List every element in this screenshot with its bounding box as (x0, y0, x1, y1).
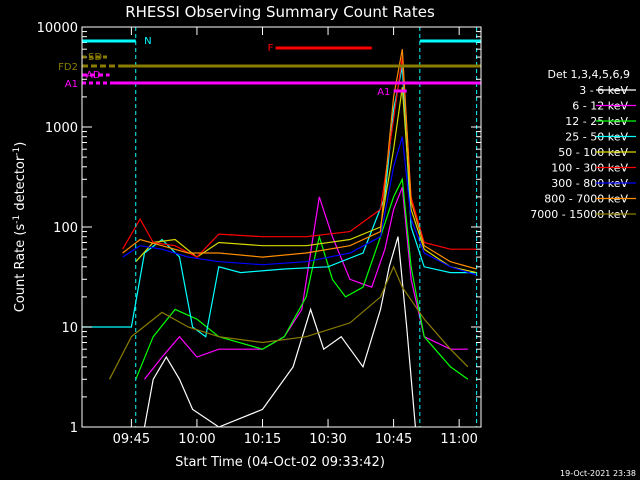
legend-entry-label: 7000 - 15000 keV (530, 208, 628, 221)
flag-label-sd: SD (88, 52, 102, 63)
plot-area (82, 27, 478, 427)
series-line-4 (135, 87, 477, 274)
flag-label-fd2: FD2 (58, 62, 78, 73)
series-line-0 (143, 236, 416, 427)
attenuator-flags: N F SD FD2 AD A1 A1 (58, 36, 481, 98)
legend-entry-label: 100 - 300 keV (551, 162, 628, 175)
series-line-6 (122, 136, 477, 276)
x-tick-label: 10:45 (375, 432, 412, 447)
plot-frame (81, 26, 482, 428)
x-tick-label: 11:00 (440, 432, 477, 447)
chart-title: RHESSI Observing Summary Count Rates (125, 3, 435, 21)
flag-label-f: F (268, 43, 274, 54)
x-tick-label: 10:15 (244, 432, 281, 447)
series-line-2 (135, 177, 469, 380)
legend-entry-label: 50 - 100 keV (558, 146, 628, 159)
legend: Det 1,3,4,5,6,9 3 - 6 keV 6 - 12 keV 12 … (530, 68, 636, 221)
legend-entry-label: 300 - 800 keV (551, 177, 628, 190)
flag-label-a1: A1 (65, 79, 78, 90)
flag-label-ad: AD (86, 70, 101, 81)
series-line-3 (82, 66, 477, 338)
flag-label-n: N (144, 36, 151, 47)
axis-ticks: 09:45 10:00 10:15 10:30 10:45 11:00 1 10 100 1000… (37, 21, 481, 447)
x-tick-label: 09:45 (113, 432, 150, 447)
flag-label-a1: A1 (377, 87, 390, 98)
series-group (82, 27, 478, 427)
timestamp: 19-Oct-2021 23:38 (560, 469, 636, 478)
y-tick-label: 1000 (45, 121, 78, 136)
x-tick-label: 10:30 (309, 432, 346, 447)
legend-title: Det 1,3,4,5,6,9 (547, 68, 630, 81)
y-tick-label: 10 (61, 321, 78, 336)
y-tick-label: 100 (53, 221, 78, 236)
legend-entry-label: 800 - 7000 keV (544, 193, 628, 206)
x-tick-label: 10:00 (178, 432, 215, 447)
series-line-5 (122, 57, 477, 258)
series-line-8 (108, 265, 469, 380)
y-tick-label: 10000 (37, 21, 78, 36)
y-axis-label: Count Rate (s-1 detector-1) (12, 142, 28, 313)
series-line-1 (144, 186, 468, 380)
y-tick-label: 1 (70, 421, 78, 436)
x-axis-label: Start Time (04-Oct-02 09:33:42) (175, 455, 385, 470)
